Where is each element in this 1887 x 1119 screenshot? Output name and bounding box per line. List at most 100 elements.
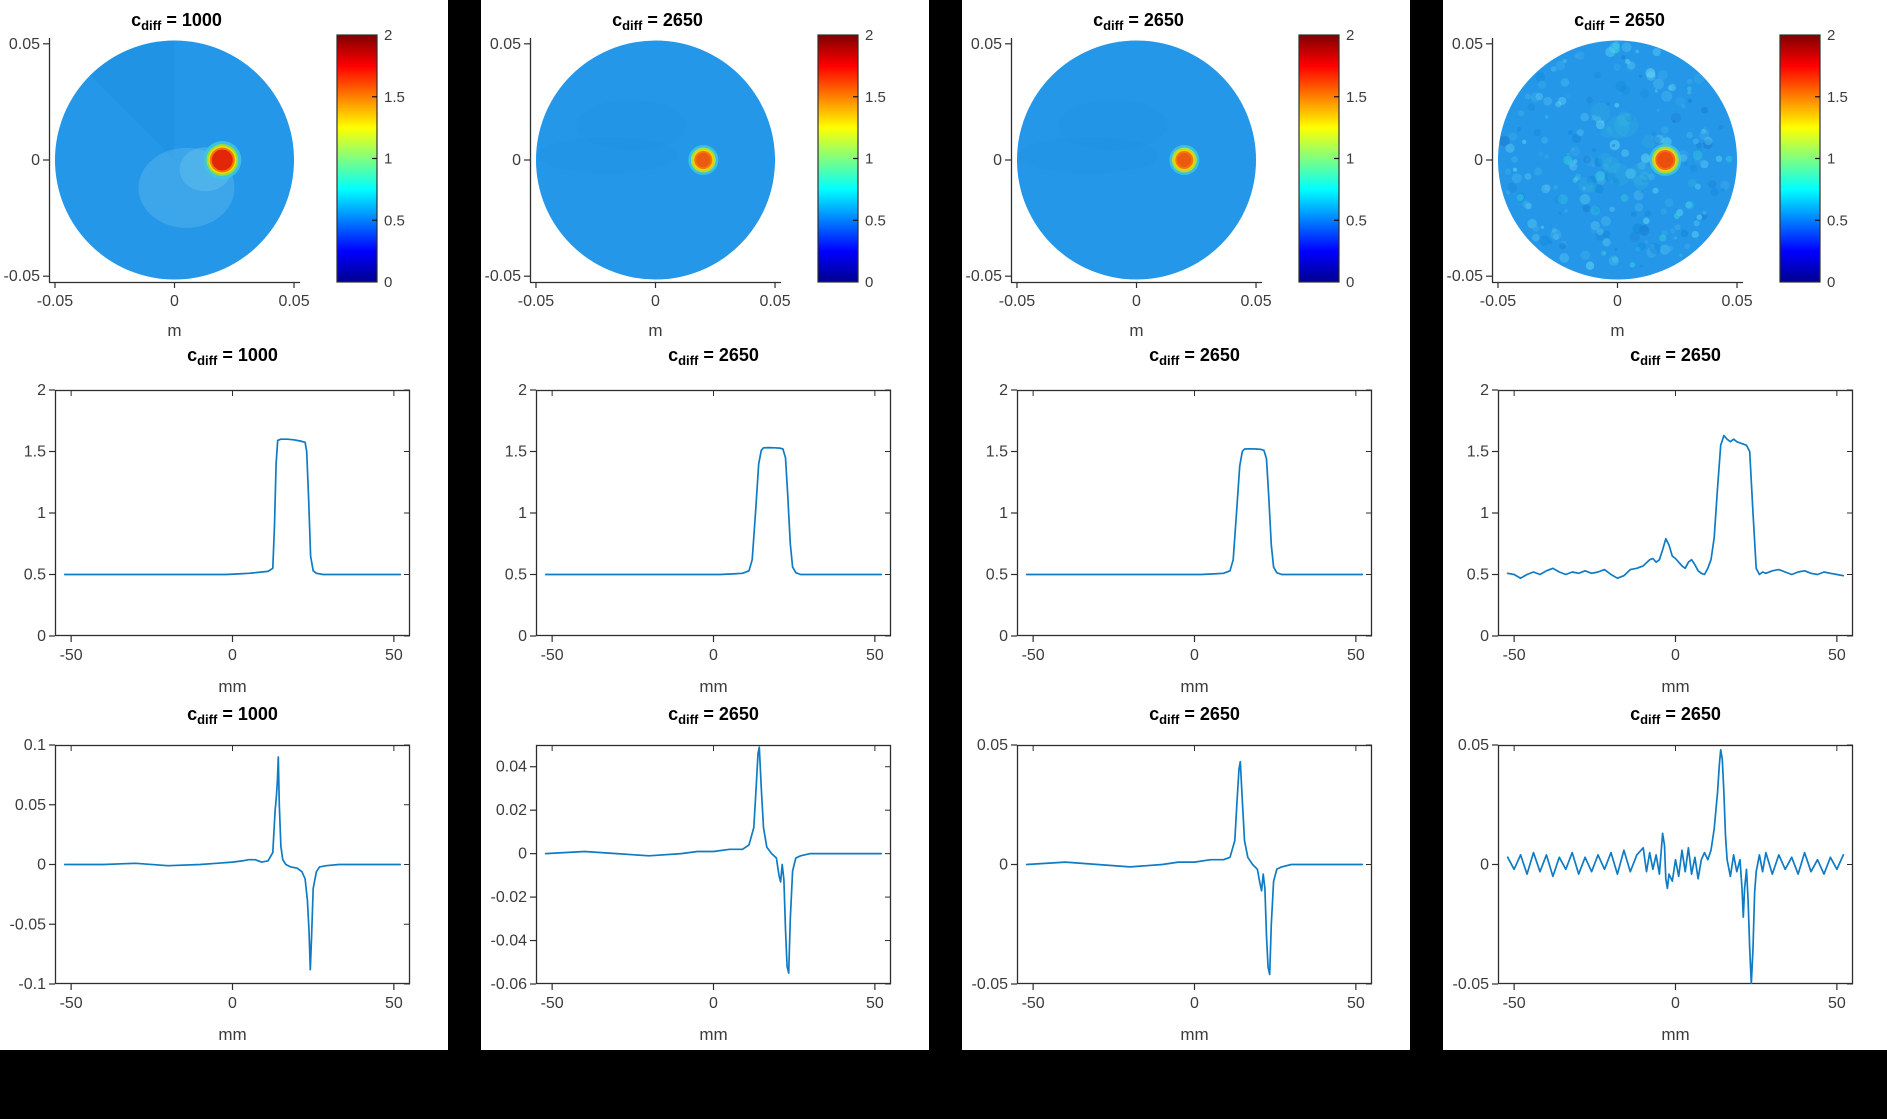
speckle xyxy=(1606,102,1611,106)
speckle xyxy=(1686,78,1693,85)
speckle xyxy=(1613,63,1621,72)
speckle xyxy=(1632,223,1643,234)
speckle xyxy=(1675,96,1686,107)
colorbar-tick-label: 0.5 xyxy=(384,212,405,229)
speckle xyxy=(1505,143,1515,153)
speckle xyxy=(1594,116,1602,123)
speckle xyxy=(1720,187,1726,192)
speckle xyxy=(1600,250,1607,257)
profile-line xyxy=(1506,434,1845,580)
colorbar-tick-label: 0.5 xyxy=(1827,212,1848,229)
y-tick-label: -0.05 xyxy=(10,916,47,933)
speckle xyxy=(1694,156,1702,165)
y-tick-label: 0.04 xyxy=(496,759,527,776)
speckle xyxy=(1522,200,1530,209)
y-tick-label: 2 xyxy=(999,382,1008,399)
figure-column-3: cdiff = 2650 0.05 0 -0.05 -0.05 0 0.05 m 2 1.5 1 0.… xyxy=(962,0,1410,1050)
speckle xyxy=(1524,173,1532,180)
speckle xyxy=(1642,156,1651,165)
speckle xyxy=(1586,96,1593,104)
inclusion-dot xyxy=(1657,152,1674,168)
speckle xyxy=(1504,168,1512,176)
y-tick-label: -0.05 xyxy=(1453,976,1490,993)
y-tick-label: -0.05 xyxy=(972,976,1009,993)
y-tick-label: -0.05 xyxy=(4,268,41,285)
speckle xyxy=(1705,129,1710,134)
colorbar xyxy=(1779,34,1821,283)
y-tick-label: 0.5 xyxy=(24,567,46,584)
speckle xyxy=(1673,236,1678,240)
x-tick-label: 0 xyxy=(228,995,237,1012)
speckle xyxy=(1571,147,1575,152)
reconstruction-panel: cdiff = 1000 0.05 0 -0.05 -0.05 0 0.05 m 2 1.5 1 0.… xyxy=(4,10,405,340)
speckle xyxy=(1527,218,1538,229)
x-tick-label: -50 xyxy=(1022,995,1045,1012)
speckle xyxy=(1684,243,1691,250)
x-tick-label: 50 xyxy=(385,647,403,664)
speckle xyxy=(1613,47,1620,54)
speckle xyxy=(1633,175,1649,190)
speckle xyxy=(1505,189,1511,195)
x-tick-label: 50 xyxy=(866,995,884,1012)
y-tick-label: 0 xyxy=(999,628,1008,645)
speckle xyxy=(1625,114,1634,123)
speckle xyxy=(1559,253,1570,263)
speckle xyxy=(1692,138,1699,145)
speckle xyxy=(1702,126,1708,132)
phantom-disc xyxy=(1497,40,1738,280)
y-tick-label: -0.04 xyxy=(491,933,528,950)
x-tick-label: -50 xyxy=(541,647,564,664)
speckle xyxy=(1593,205,1601,213)
speckle xyxy=(1543,96,1553,106)
speckle xyxy=(1651,131,1657,137)
speckle xyxy=(1499,135,1510,147)
speckle xyxy=(1700,160,1709,169)
speckle xyxy=(1694,183,1701,190)
x-tick-label: -0.05 xyxy=(1480,293,1517,310)
colorbar-tick-label: 1 xyxy=(1346,151,1354,168)
speckle xyxy=(1625,113,1631,119)
y-tick-label: 1 xyxy=(518,505,527,522)
speckle xyxy=(1508,132,1518,141)
y-tick-label: 0 xyxy=(1474,152,1483,169)
x-tick-label: -50 xyxy=(60,995,83,1012)
speckle xyxy=(1614,248,1618,252)
speckle xyxy=(1654,134,1664,144)
y-tick-label: 0 xyxy=(999,857,1008,874)
speckle xyxy=(1688,178,1697,187)
speckle xyxy=(1629,231,1641,243)
y-tick-label: 0.5 xyxy=(505,567,527,584)
speckle xyxy=(1565,93,1572,99)
speckle xyxy=(1604,171,1615,182)
y-tick-label: 0 xyxy=(518,628,527,645)
y-tick-label: 0.05 xyxy=(971,36,1002,53)
y-tick-label: -0.05 xyxy=(1447,268,1484,285)
speckle xyxy=(1710,187,1719,197)
x-tick-label: 0 xyxy=(651,293,660,310)
speckle xyxy=(1607,163,1631,187)
x-tick-label: -50 xyxy=(1503,995,1526,1012)
y-tick-label: 1 xyxy=(37,505,46,522)
speckle xyxy=(1558,96,1567,106)
inclusion-dot xyxy=(1177,153,1192,167)
panel-title: cdiff = 2650 xyxy=(1630,345,1721,368)
x-tick-label: -0.05 xyxy=(37,293,74,310)
speckle xyxy=(1530,92,1541,103)
speckle xyxy=(1541,136,1548,144)
faint-streak xyxy=(576,100,687,151)
colorbar-tick-label: 2 xyxy=(384,27,392,44)
plot-box xyxy=(535,389,892,637)
x-tick-label: 0 xyxy=(709,647,718,664)
panel-title: cdiff = 1000 xyxy=(187,704,278,727)
speckle xyxy=(1621,55,1626,60)
speckle xyxy=(1673,212,1680,219)
speckle xyxy=(1639,190,1644,195)
y-tick-label: 0.5 xyxy=(1467,567,1489,584)
speckle xyxy=(1553,184,1559,190)
speckle xyxy=(1516,193,1524,202)
speckle xyxy=(1681,103,1686,109)
x-tick-label: 0 xyxy=(1613,293,1622,310)
speckle xyxy=(1718,124,1724,130)
speckle xyxy=(1629,262,1636,268)
